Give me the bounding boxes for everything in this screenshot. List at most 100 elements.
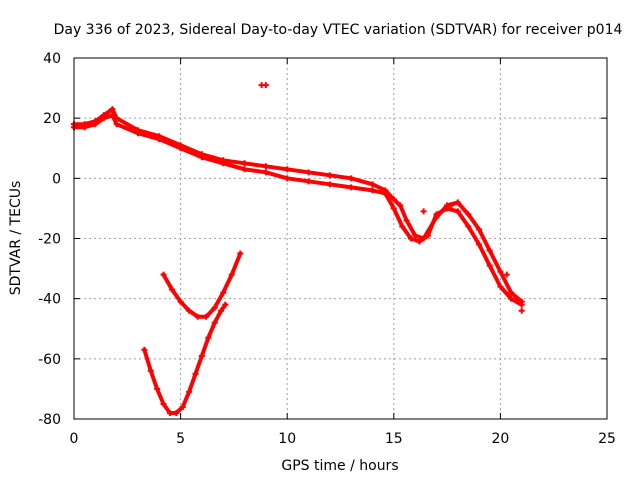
data-point <box>173 409 180 416</box>
data-point <box>476 226 483 233</box>
data-point <box>305 178 312 185</box>
axes: 0 5 10 15 20 25 -80 -60 -40 -20 0 20 40 <box>38 51 616 447</box>
data-point <box>348 175 355 182</box>
data-point <box>177 298 184 305</box>
data-point <box>228 271 235 278</box>
data-point <box>113 121 120 128</box>
y-tick-label: 40 <box>43 51 61 67</box>
data-point <box>92 121 99 128</box>
data-point <box>508 295 515 302</box>
data-point <box>465 223 472 230</box>
data-point <box>258 82 265 89</box>
data-point <box>237 250 244 257</box>
series-arc-lower <box>141 301 229 416</box>
data-point <box>444 205 451 212</box>
data-point <box>211 319 218 326</box>
data-point <box>465 211 472 218</box>
data-point <box>166 409 173 416</box>
data-point <box>497 283 504 290</box>
data-point <box>486 247 493 254</box>
data-point <box>454 208 461 215</box>
x-tick-label: 5 <box>176 431 185 447</box>
data-point <box>503 271 510 278</box>
data-point <box>203 313 210 320</box>
series-line <box>142 302 228 415</box>
data-point <box>305 169 312 176</box>
series-line <box>161 251 243 319</box>
data-point <box>222 301 229 308</box>
data-point <box>476 241 483 248</box>
data-point <box>147 367 154 374</box>
data-point <box>420 208 427 215</box>
data-point <box>348 184 355 191</box>
data-point <box>177 145 184 152</box>
data-point <box>218 307 225 314</box>
data-point <box>433 211 440 218</box>
data-point <box>100 115 107 122</box>
data-point <box>508 289 515 296</box>
data-point <box>186 307 193 314</box>
data-point <box>179 403 186 410</box>
data-point <box>416 238 423 245</box>
data-point <box>454 199 461 206</box>
x-axis-label: GPS time / hours <box>281 458 398 474</box>
data-point <box>262 163 269 170</box>
data-point <box>186 388 193 395</box>
data-point <box>326 181 333 188</box>
data-point <box>194 313 201 320</box>
data-point <box>326 172 333 179</box>
data-point <box>518 307 525 314</box>
data-point <box>220 289 227 296</box>
y-tick-label: -60 <box>38 352 61 368</box>
data-point <box>198 352 205 359</box>
data-point <box>390 205 397 212</box>
data-point <box>497 268 504 275</box>
series-isolated-points <box>258 82 525 314</box>
y-axis-label: SDTVAR / TECUs <box>8 181 24 296</box>
data-point <box>141 346 148 353</box>
y-tick-label: -40 <box>38 292 61 308</box>
data-point <box>390 196 397 203</box>
data-point <box>109 106 116 113</box>
data-point <box>382 190 389 197</box>
data-point <box>205 334 212 341</box>
data-point <box>160 400 167 407</box>
data-point <box>407 235 414 242</box>
x-tick-label: 25 <box>598 431 616 447</box>
data-point <box>399 223 406 230</box>
x-tick-label: 15 <box>385 431 403 447</box>
data-point <box>369 181 376 188</box>
chart-title: Day 336 of 2023, Sidereal Day-to-day VTE… <box>54 22 623 38</box>
plot-area <box>71 82 525 416</box>
data-point <box>154 385 161 392</box>
y-tick-label: 0 <box>52 171 61 187</box>
data-point <box>198 154 205 161</box>
data-point <box>156 136 163 143</box>
y-tick-label: 20 <box>43 111 61 127</box>
data-point <box>518 301 525 308</box>
data-point <box>160 271 167 278</box>
data-point <box>81 124 88 131</box>
data-point <box>192 370 199 377</box>
data-point <box>262 169 269 176</box>
data-point <box>211 304 218 311</box>
data-point <box>241 160 248 167</box>
data-point <box>169 286 176 293</box>
data-point <box>369 187 376 194</box>
data-point <box>403 217 410 224</box>
y-tick-label: -80 <box>38 412 61 428</box>
data-point <box>284 175 291 182</box>
data-point <box>220 160 227 167</box>
data-point <box>486 262 493 269</box>
data-point <box>284 166 291 173</box>
series-main-trace-lower <box>71 112 525 308</box>
data-point <box>424 232 431 239</box>
data-point <box>134 130 141 137</box>
data-point <box>448 202 455 209</box>
y-tick-label: -20 <box>38 232 61 248</box>
series-arc-upper <box>160 250 244 320</box>
data-point <box>397 202 404 209</box>
data-point <box>241 166 248 173</box>
